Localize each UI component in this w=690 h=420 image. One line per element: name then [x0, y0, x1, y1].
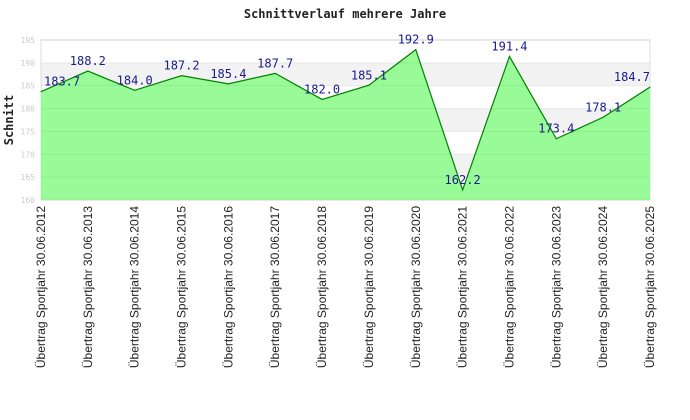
- data-label: 191.4: [491, 39, 527, 53]
- data-point: [87, 70, 89, 72]
- x-tick-label: Übertrag Sportjahr 30.06.2015: [175, 206, 189, 368]
- data-point: [274, 72, 276, 74]
- data-label: 185.1: [351, 68, 387, 82]
- data-label: 182.0: [304, 82, 340, 96]
- x-tick-label: Übertrag Sportjahr 30.06.2014: [128, 206, 142, 368]
- data-point: [649, 86, 651, 88]
- y-tick-label: 165: [21, 173, 36, 182]
- data-point: [602, 116, 604, 118]
- y-tick-label: 180: [21, 105, 36, 114]
- y-tick-label: 185: [21, 82, 36, 91]
- x-tick-label: Übertrag Sportjahr 30.06.2020: [409, 206, 423, 368]
- data-point: [508, 55, 510, 57]
- x-tick-label: Übertrag Sportjahr 30.06.2018: [315, 206, 329, 368]
- data-label: 184.7: [614, 70, 650, 84]
- data-label: 183.7: [44, 75, 80, 89]
- y-tick-label: 195: [21, 36, 36, 45]
- x-tick-label: Übertrag Sportjahr 30.06.2023: [549, 206, 563, 368]
- data-point: [134, 89, 136, 91]
- data-label: 173.4: [538, 122, 574, 136]
- x-tick-label: Übertrag Sportjahr 30.06.2025: [643, 206, 657, 368]
- series-line: [40, 48, 651, 192]
- data-label: 187.7: [257, 56, 293, 70]
- data-point: [555, 138, 557, 140]
- data-label: 162.2: [445, 173, 481, 187]
- data-point: [321, 98, 323, 100]
- y-axis-label: Schnitt: [2, 95, 16, 146]
- y-tick-label: 175: [21, 127, 36, 136]
- y-tick-label: 170: [21, 150, 36, 159]
- y-tick-label: 160: [21, 196, 36, 205]
- x-tick-label: Übertrag Sportjahr 30.06.2021: [456, 206, 470, 368]
- y-tick-label: 190: [21, 59, 36, 68]
- data-point: [415, 49, 417, 51]
- x-tick-label: Übertrag Sportjahr 30.06.2016: [221, 206, 235, 368]
- data-label: 187.2: [163, 59, 199, 73]
- data-label: 185.4: [210, 67, 246, 81]
- x-tick-label: Übertrag Sportjahr 30.06.2017: [268, 206, 282, 368]
- data-point: [368, 84, 370, 86]
- x-tick-label: Übertrag Sportjahr 30.06.2022: [502, 206, 516, 368]
- x-tick-label: Übertrag Sportjahr 30.06.2012: [34, 206, 48, 368]
- x-tick-label: Übertrag Sportjahr 30.06.2013: [81, 206, 95, 368]
- x-tick-label: Übertrag Sportjahr 30.06.2024: [596, 206, 610, 368]
- data-point: [227, 83, 229, 85]
- data-label: 178.1: [585, 100, 621, 114]
- data-label: 188.2: [70, 54, 106, 68]
- data-label: 192.9: [398, 33, 434, 47]
- area-fill: [41, 49, 650, 200]
- x-tick-label: Übertrag Sportjahr 30.06.2019: [362, 206, 376, 368]
- data-point: [462, 189, 464, 191]
- data-point: [40, 91, 42, 93]
- chart-title: Schnittverlauf mehrere Jahre: [244, 7, 446, 21]
- data-label: 184.0: [117, 73, 153, 87]
- data-point: [181, 75, 183, 77]
